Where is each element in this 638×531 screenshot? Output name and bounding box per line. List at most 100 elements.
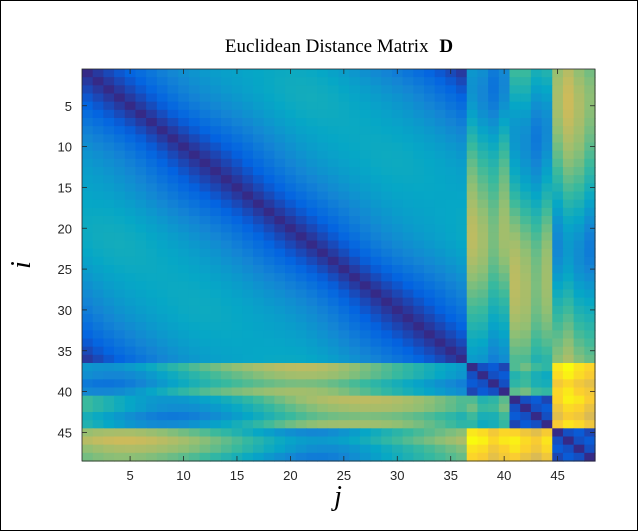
- heatmap-cell: [466, 216, 479, 225]
- heatmap-cell: [477, 412, 489, 421]
- heatmap-cell: [381, 330, 393, 340]
- heatmap-cell: [327, 77, 340, 86]
- heatmap-cell: [413, 224, 425, 233]
- heatmap-cell: [520, 191, 532, 201]
- heatmap-cell: [584, 346, 596, 356]
- heatmap-cell: [456, 134, 468, 144]
- heatmap-cell: [114, 224, 126, 233]
- heatmap-cell: [530, 444, 543, 454]
- heatmap-cell: [317, 330, 329, 340]
- heatmap-cell: [210, 354, 222, 364]
- heatmap-cell: [488, 77, 500, 86]
- heatmap-cell: [103, 118, 115, 127]
- heatmap-cell: [135, 297, 147, 307]
- heatmap-cell: [317, 69, 329, 78]
- heatmap-cell: [135, 248, 147, 258]
- heatmap-cell: [210, 403, 222, 413]
- heatmap-cell: [114, 297, 126, 307]
- heatmap-cell: [562, 232, 575, 242]
- heatmap-cell: [424, 126, 436, 135]
- heatmap-cell: [488, 134, 500, 144]
- heatmap-cell: [253, 281, 265, 291]
- heatmap-cell: [520, 395, 532, 405]
- heatmap-cell: [263, 436, 275, 446]
- heatmap-cell: [477, 158, 489, 168]
- heatmap-cell: [167, 322, 179, 331]
- heatmap-cell: [498, 354, 511, 364]
- heatmap-cell: [295, 428, 308, 438]
- heatmap-cell: [199, 281, 211, 291]
- heatmap-cell: [253, 444, 265, 454]
- heatmap-cell: [156, 338, 169, 348]
- heatmap-cell: [306, 420, 318, 429]
- heatmap-cell: [178, 281, 190, 291]
- heatmap-cell: [103, 281, 115, 291]
- axes-box: [81, 68, 596, 462]
- heatmap-cell: [509, 191, 521, 201]
- heatmap-cell: [263, 199, 275, 209]
- heatmap-cell: [456, 379, 468, 389]
- heatmap-cell: [541, 444, 553, 454]
- heatmap-cell: [274, 256, 286, 266]
- heatmap-cell: [92, 289, 104, 299]
- heatmap-cell: [381, 248, 393, 258]
- heatmap-cell: [562, 101, 575, 111]
- heatmap-cell: [391, 314, 404, 323]
- heatmap-cell: [188, 346, 201, 356]
- heatmap-cell: [477, 338, 489, 348]
- heatmap-cell: [146, 175, 158, 184]
- heatmap-cell: [124, 273, 137, 282]
- heatmap-cell: [530, 69, 543, 78]
- heatmap-cell: [327, 444, 340, 454]
- heatmap-cell: [114, 158, 126, 168]
- heatmap-cell: [231, 199, 243, 209]
- heatmap-cell: [82, 436, 94, 446]
- heatmap-cell: [82, 297, 94, 307]
- x-tick-label: 5: [126, 468, 133, 483]
- heatmap-cell: [488, 444, 500, 454]
- heatmap-cell: [370, 248, 382, 258]
- heatmap-cell: [456, 77, 468, 86]
- heatmap-cell: [349, 224, 361, 233]
- heatmap-cell: [317, 322, 329, 331]
- heatmap-cell: [434, 281, 446, 291]
- heatmap-cell: [445, 224, 457, 233]
- heatmap-cell: [424, 428, 436, 438]
- heatmap-cell: [253, 436, 265, 446]
- heatmap-cell: [146, 167, 158, 176]
- heatmap-cell: [381, 412, 393, 421]
- heatmap-cell: [498, 289, 511, 299]
- heatmap-cell: [456, 289, 468, 299]
- heatmap-cell: [584, 412, 596, 421]
- heatmap-cell: [295, 216, 308, 225]
- heatmap-cell: [285, 126, 297, 135]
- heatmap-cell: [317, 314, 329, 323]
- heatmap-cell: [327, 158, 340, 168]
- heatmap-cell: [220, 77, 233, 86]
- heatmap-cell: [92, 93, 104, 103]
- heatmap-cell: [562, 314, 575, 323]
- heatmap-cell: [263, 412, 275, 421]
- heatmap-cell: [466, 273, 479, 282]
- heatmap-cell: [156, 387, 169, 397]
- heatmap-cell: [413, 199, 425, 209]
- heatmap-cell: [124, 216, 137, 225]
- heatmap-cell: [552, 436, 564, 446]
- heatmap-cell: [124, 436, 137, 446]
- heatmap-cell: [391, 77, 404, 86]
- heatmap-cell: [156, 420, 169, 429]
- heatmap-cell: [488, 248, 500, 258]
- heatmap-cell: [295, 371, 308, 380]
- heatmap-cell: [242, 314, 254, 323]
- heatmap-cell: [242, 412, 254, 421]
- heatmap-cell: [242, 175, 254, 184]
- heatmap-cell: [317, 387, 329, 397]
- heatmap-cell: [285, 403, 297, 413]
- heatmap-cell: [498, 395, 511, 405]
- heatmap-cell: [285, 314, 297, 323]
- heatmap-cell: [274, 273, 286, 282]
- heatmap-cell: [274, 444, 286, 454]
- heatmap-cell: [220, 183, 233, 193]
- heatmap-cell: [509, 281, 521, 291]
- heatmap-cell: [509, 289, 521, 299]
